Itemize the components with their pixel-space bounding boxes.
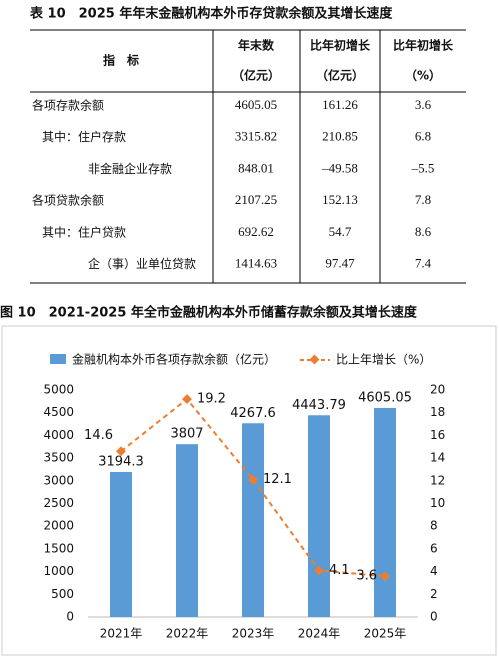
y-tick-label: 1000	[43, 564, 74, 578]
x-tick-label: 2024年	[298, 627, 341, 641]
y2-tick-label: 0	[430, 610, 438, 624]
y-tick-label: 4000	[43, 428, 74, 442]
table-cell: 8.6	[415, 224, 432, 239]
line-value-label: 4.1	[329, 563, 350, 578]
table-cell: 161.26	[322, 97, 358, 112]
table-cell: 7.4	[415, 255, 432, 270]
y2-tick-label: 18	[430, 405, 445, 419]
row-label: 其中：住户贷款	[42, 224, 126, 239]
bar-value-label: 4443.79	[292, 398, 346, 413]
bar-value-label: 4605.05	[358, 390, 412, 405]
x-tick-label: 2022年	[166, 627, 209, 641]
bar-value-label: 4267.6	[230, 406, 276, 421]
legend-swatch	[309, 354, 320, 365]
y-tick-label: 2000	[43, 519, 74, 533]
table-header: 比年初增长	[393, 38, 454, 53]
row-label: 企（事）业单位贷款	[88, 256, 196, 271]
table-cell: 3315.82	[235, 129, 277, 144]
x-tick-label: 2025年	[364, 627, 407, 641]
bar	[110, 471, 132, 617]
table-cell: 1414.63	[235, 255, 277, 270]
bar-value-label: 3807	[170, 427, 203, 442]
table-header: （亿元）	[316, 68, 364, 83]
line-marker	[380, 571, 390, 582]
bar	[176, 444, 198, 617]
table-cell: –49.58	[321, 160, 358, 175]
y2-tick-label: 4	[430, 564, 438, 578]
line-marker	[314, 565, 324, 576]
table-title: 表 10 2025 年年末金融机构本外币存贷款余额及其增长速度	[29, 6, 393, 22]
bar-value-label: 3194.3	[98, 454, 144, 469]
y2-tick-label: 16	[430, 428, 445, 442]
y2-tick-label: 2	[430, 587, 438, 601]
table-cell: 7.8	[415, 192, 431, 207]
bar	[308, 415, 330, 617]
y-tick-label: 500	[51, 587, 74, 601]
table-header: 指 标	[103, 53, 139, 68]
table-cell: 3.6	[415, 97, 432, 112]
table-header: 比年初增长	[310, 38, 371, 53]
table-cell: 692.62	[238, 224, 274, 239]
chart-title: 图 10 2021-2025 年全市金融机构本外币储蓄存款余额及其增长速度	[0, 305, 418, 321]
bar	[374, 407, 396, 617]
bar	[242, 423, 264, 617]
legend-label: 比上年增长（%）	[336, 353, 431, 367]
line-marker	[248, 474, 258, 485]
table-cell: 210.85	[322, 129, 358, 144]
row-label: 其中：住户存款	[42, 129, 126, 144]
y2-tick-label: 20	[430, 383, 445, 397]
line-marker	[182, 394, 192, 405]
y-tick-label: 1500	[43, 541, 74, 555]
y-tick-label: 4500	[43, 405, 74, 419]
line-value-label: 3.6	[356, 569, 377, 584]
x-tick-label: 2023年	[232, 627, 275, 641]
row-label: 各项存款余额	[32, 98, 104, 113]
legend-swatch	[50, 354, 66, 364]
y2-tick-label: 6	[430, 541, 438, 555]
table-header: （亿元）	[232, 68, 280, 83]
y2-tick-label: 14	[430, 451, 445, 465]
y2-tick-label: 8	[430, 519, 438, 533]
table-cell: 54.7	[329, 224, 352, 239]
table-cell: 6.8	[415, 129, 431, 144]
line-value-label: 14.6	[84, 428, 113, 443]
table-cell: 848.01	[238, 160, 274, 175]
y-tick-label: 0	[66, 610, 74, 624]
line-value-label: 12.1	[263, 472, 292, 487]
y2-tick-label: 12	[430, 473, 445, 487]
table-header: 年末数	[238, 38, 275, 53]
x-tick-label: 2021年	[100, 627, 143, 641]
chart-frame	[1, 325, 497, 656]
line-value-label: 19.2	[197, 392, 226, 407]
y-tick-label: 5000	[43, 383, 74, 397]
y-tick-label: 3000	[43, 473, 74, 487]
table-cell: 97.47	[325, 255, 355, 270]
row-label: 非金融企业存款	[88, 161, 172, 176]
y-tick-label: 3500	[43, 451, 74, 465]
growth-line	[120, 397, 386, 578]
row-label: 各项贷款余额	[32, 193, 104, 208]
legend-label: 金融机构本外币各项存款余额（亿元）	[72, 352, 276, 367]
table-header: （%）	[405, 68, 441, 83]
table-cell: 2107.25	[235, 192, 277, 207]
y2-tick-label: 10	[430, 496, 445, 510]
y-tick-label: 2500	[43, 496, 74, 510]
table-cell: 152.13	[322, 192, 358, 207]
table-cell: –5.5	[411, 160, 435, 175]
table-cell: 4605.05	[235, 97, 277, 112]
